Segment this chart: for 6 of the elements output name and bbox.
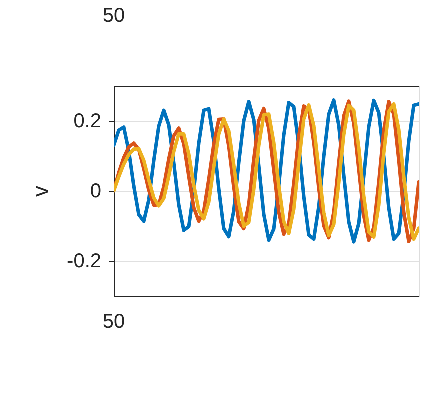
text: 50 xyxy=(102,311,126,333)
text: 50 xyxy=(102,5,126,27)
y-tick-label: 0 xyxy=(90,180,102,202)
y-tick-label: -0.2 xyxy=(67,250,102,272)
y-tick-label: 0.2 xyxy=(74,110,102,132)
y-axis-title: v xyxy=(28,186,54,197)
